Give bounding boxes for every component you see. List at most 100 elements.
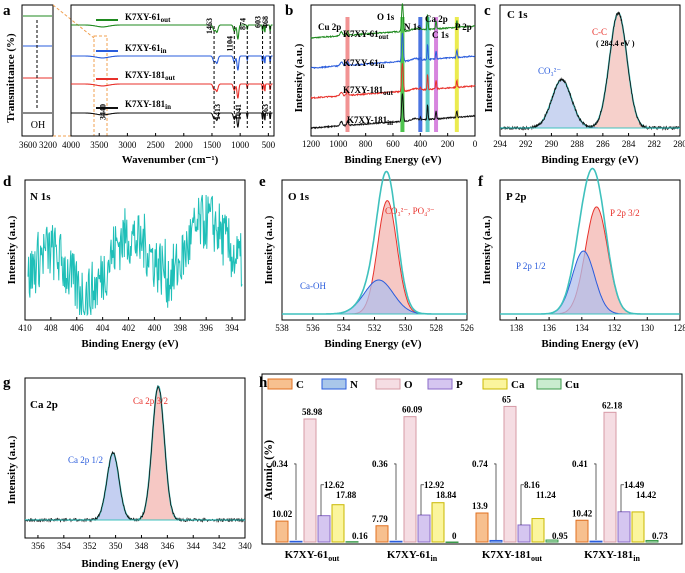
panel-h: h Atomic (%) C N O P Ca Cu 10.02 0.34 58.98 12.6… [259, 373, 683, 563]
panel-e: e O 1s Intensity (a.u.) 538 536 534 532 530 5… [259, 170, 474, 350]
panel-a-legend-2: K7XY-181out [125, 70, 176, 82]
tick-label: 526 [460, 323, 474, 333]
category-label: K7XY-61out [285, 549, 340, 563]
tick-label: 4000 [62, 140, 81, 150]
panel-b-xticks: 1200 1000 800 600 400 200 0 [302, 133, 478, 149]
survey-series-label: K7XY-181out [343, 85, 394, 97]
legend-swatch-P [427, 378, 453, 390]
tick-label: 404 [96, 323, 110, 333]
value-label-P: 12.92 [424, 480, 445, 490]
bar-P-2 [517, 524, 531, 543]
tick-label: 354 [57, 541, 71, 551]
tick-label: 394 [225, 323, 239, 333]
tick-label: 1000 [329, 139, 348, 149]
panel-a-peak-dashes [213, 26, 271, 128]
survey-peak-label: Ca 2p [425, 14, 448, 24]
bar-Cu-1 [445, 541, 459, 543]
peak-label-top: 1463 [205, 18, 214, 34]
panel-d-letter: d [3, 174, 12, 190]
fit-envelope [500, 12, 680, 129]
leader-P [520, 484, 524, 525]
panel-e-xticks: 538 536 534 532 530 528 526 [275, 317, 474, 333]
panel-h-categories: K7XY-61out K7XY-61in K7XY-181out K7XY-181in [285, 549, 641, 563]
panel-e-ylabel: Intensity (a.u.) [263, 215, 275, 284]
tick-label: 402 [122, 323, 136, 333]
panel-a-connector-top [52, 4, 95, 39]
tick-label: 284 [622, 139, 636, 149]
bar-O-2 [503, 405, 517, 543]
panel-b-letter: b [285, 3, 293, 19]
value-label-C: 13.9 [472, 501, 488, 511]
legend-label-O: O [404, 379, 413, 391]
panel-c-cc-energy: ( 284.4 eV ) [596, 39, 635, 48]
panel-g-12-label: Ca 2p 1/2 [68, 455, 103, 465]
tick-label: 346 [161, 541, 175, 551]
tick-label: 410 [18, 323, 32, 333]
panel-f: f P 2p Intensity (a.u.) 138 136 134 132 130 1… [478, 167, 685, 350]
survey-peak-label: P 2p [455, 22, 472, 32]
panel-a-ylabel: Transmittance (%) [5, 33, 17, 123]
panel-a-frame [70, 4, 275, 137]
panel-h-legend: C N O P Ca Cu [267, 378, 579, 391]
panel-a-xlabel: Wavenumber (cm⁻¹) [122, 154, 219, 166]
value-label-O: 58.98 [302, 407, 323, 417]
tick-label: 600 [386, 139, 400, 149]
panel-b-series-labels: K7XY-61out K7XY-61in K7XY-181out K7XY-181in [343, 29, 394, 127]
bar-N-2 [489, 539, 503, 543]
band-Cu-2p [345, 17, 350, 132]
tick-label: 130 [641, 323, 655, 333]
value-label-Ca: 18.84 [436, 490, 457, 500]
panel-c-cc-label: C-C [592, 27, 607, 37]
panel-c-letter: c [484, 3, 491, 19]
legend-swatch-C [267, 378, 293, 390]
panel-e-letter: e [259, 174, 266, 190]
bar-Cu-0 [345, 541, 359, 543]
value-label-Ca: 11.24 [536, 490, 556, 500]
xps-survey-2 [310, 63, 476, 100]
panel-e-caoh-label: Ca-OH [300, 281, 326, 291]
panel-h-frame [261, 373, 683, 545]
value-label-N: 0.74 [472, 459, 488, 469]
panel-d: d N 1s Intensity (a.u.) 410 408 406 404 402 4… [3, 174, 246, 350]
panel-h-ylabel: Atomic (%) [261, 440, 275, 500]
bar-N-3 [589, 540, 603, 543]
panel-d-frame [24, 179, 246, 321]
value-label-N: 0.41 [572, 459, 588, 469]
panel-d-title: N 1s [30, 191, 51, 203]
fit-component-0 [25, 385, 245, 521]
bar-O-3 [603, 411, 617, 543]
panel-g-title: Ca 2p [30, 399, 58, 411]
tick-label: 528 [429, 323, 443, 333]
leader-N [394, 463, 397, 540]
tick-label: 350 [109, 541, 123, 551]
value-label-P: 14.49 [624, 480, 645, 490]
bar-C-0 [275, 520, 289, 543]
tick-label: 396 [199, 323, 213, 333]
value-label-P: 12.62 [324, 480, 345, 490]
value-label-N: 0.36 [372, 459, 388, 469]
panel-e-title: O 1s [288, 191, 310, 203]
bar-C-1 [375, 525, 389, 543]
legend-swatch-N [321, 378, 347, 390]
tick-label: 138 [510, 323, 524, 333]
legend-label-C: C [296, 379, 304, 391]
leader-N [294, 463, 297, 540]
xps-survey-3 [310, 93, 476, 130]
tick-label: 408 [44, 323, 58, 333]
n1s-noise-trace [27, 194, 243, 317]
survey-peak-label: O 1s [377, 12, 395, 22]
panel-a-legend-3: K7XY-181in [125, 99, 171, 111]
tick-label: 406 [70, 323, 84, 333]
panel-a-letter: a [3, 3, 11, 19]
panel-g-xlabel: Binding Energy (eV) [81, 558, 179, 570]
panel-e-plot [282, 170, 467, 315]
value-label-Cu: 0.16 [352, 531, 368, 541]
bar-Ca-2 [531, 518, 545, 543]
panel-h-bars [275, 405, 659, 543]
legend-label-Ca: Ca [511, 379, 525, 391]
peak-label-bottom: 563 [261, 104, 270, 116]
value-label-C: 7.79 [372, 514, 388, 524]
survey-peak-label: N 1s [404, 22, 421, 32]
tick-label: 294 [493, 139, 507, 149]
band-P-2p [454, 17, 459, 132]
